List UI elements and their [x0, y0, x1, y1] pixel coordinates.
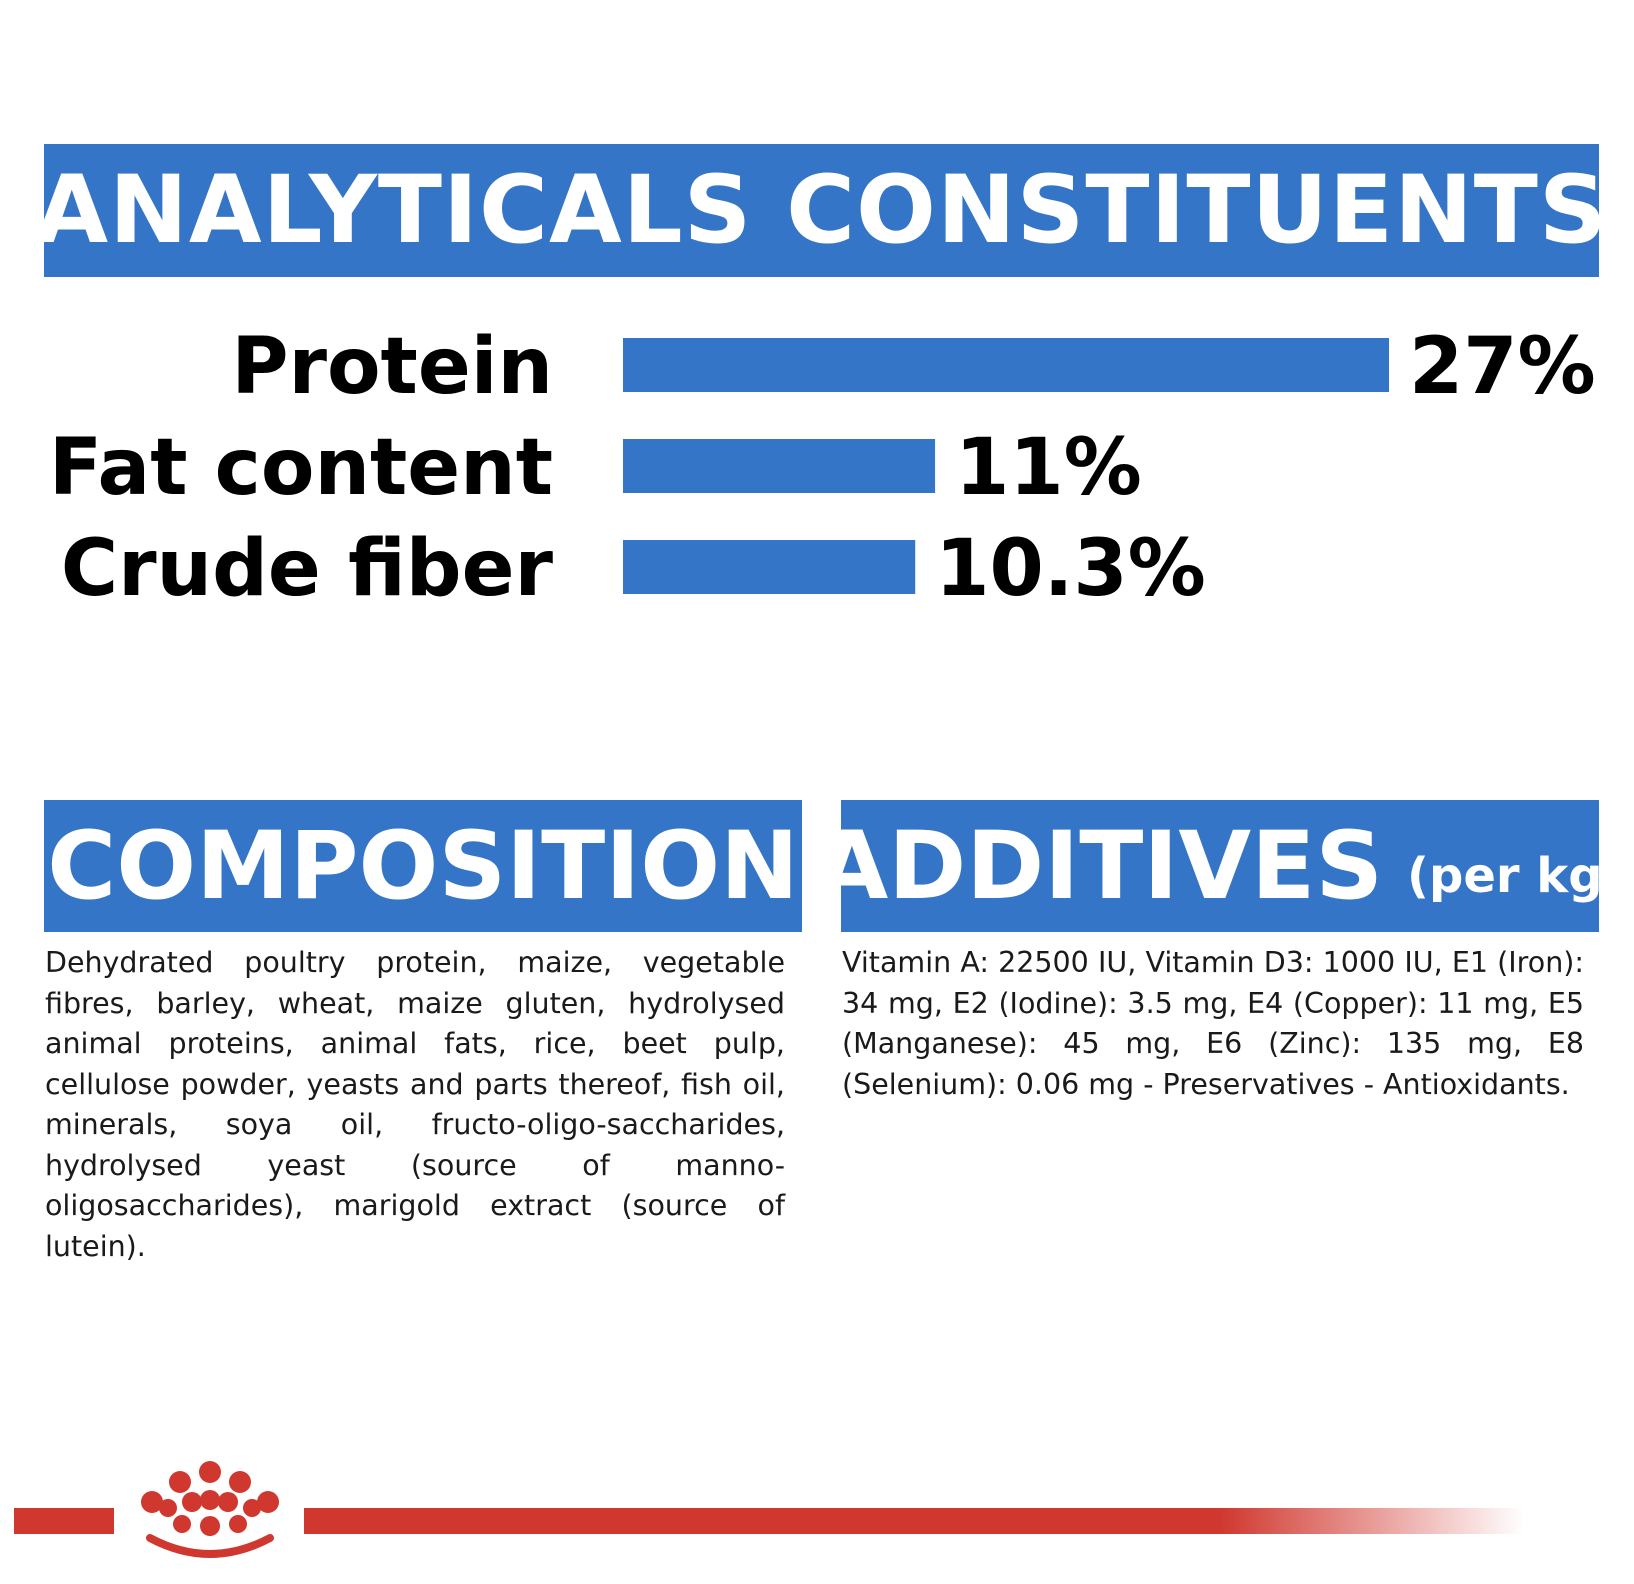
- additives-text: Vitamin A: 22500 IU, Vitamin D3: 1000 IU…: [842, 946, 1584, 1101]
- composition-text: Dehydrated poultry protein, maize, veget…: [45, 946, 785, 1263]
- crown-icon: [141, 1461, 279, 1558]
- composition-title: COMPOSITION: [47, 811, 799, 921]
- footer-stripe-right: [304, 1508, 1524, 1534]
- category-label-fat-content: Fat content: [49, 423, 553, 513]
- value-label-crude-fiber: 10.3%: [935, 524, 1206, 614]
- additives-subtitle: (per kg): [1407, 848, 1599, 904]
- analytical-bar-chart: Protein 27% Fat content 11% Crude fiber 10.3%: [49, 322, 1596, 614]
- additives-title: ADDITIVES: [841, 811, 1384, 921]
- value-label-protein: 27%: [1409, 322, 1596, 412]
- bar-fat-content: [623, 439, 936, 493]
- bar-protein: [623, 338, 1389, 392]
- additives-banner: ADDITIVES (per kg): [841, 800, 1599, 932]
- composition-banner: COMPOSITION: [44, 800, 802, 932]
- footer-stripe-left: [14, 1508, 114, 1534]
- footer-brand-bar: [14, 1461, 1524, 1558]
- analytical-constituents-banner: ANALYTICALS CONSTITUENTS: [44, 144, 1599, 277]
- category-label-protein: Protein: [231, 322, 553, 412]
- category-label-crude-fiber: Crude fiber: [61, 524, 554, 614]
- value-label-fat-content: 11%: [955, 423, 1142, 513]
- analytical-title: ANALYTICALS CONSTITUENTS: [44, 156, 1599, 265]
- bar-crude-fiber: [623, 540, 916, 594]
